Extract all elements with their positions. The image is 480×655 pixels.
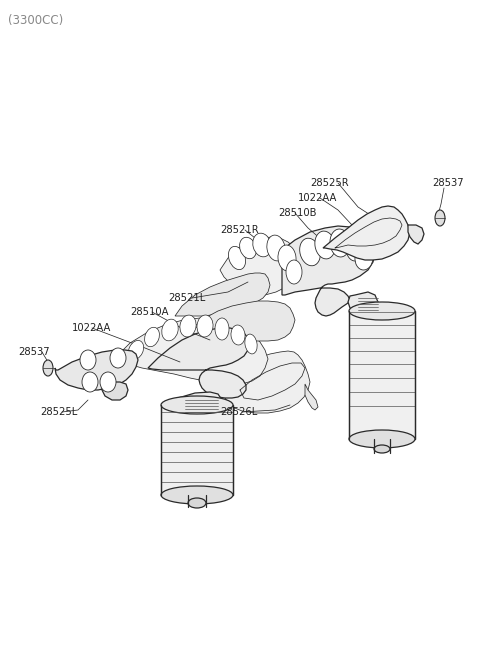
Ellipse shape	[161, 486, 233, 504]
Ellipse shape	[240, 237, 256, 259]
Text: 28537: 28537	[432, 178, 464, 188]
Polygon shape	[305, 384, 318, 410]
Polygon shape	[102, 382, 128, 400]
Text: 1022AA: 1022AA	[72, 323, 111, 333]
Polygon shape	[118, 318, 268, 385]
Ellipse shape	[253, 233, 271, 257]
Ellipse shape	[43, 360, 53, 376]
Text: 28510A: 28510A	[130, 307, 168, 317]
Ellipse shape	[346, 235, 364, 261]
Text: 28537: 28537	[18, 347, 49, 357]
Polygon shape	[178, 392, 222, 410]
Text: 1022AA: 1022AA	[298, 193, 337, 203]
Ellipse shape	[330, 229, 350, 257]
Ellipse shape	[278, 245, 296, 271]
Polygon shape	[220, 237, 302, 295]
Ellipse shape	[349, 430, 415, 448]
Ellipse shape	[349, 302, 415, 320]
Text: 28510B: 28510B	[278, 208, 316, 218]
Polygon shape	[408, 225, 424, 244]
Polygon shape	[282, 226, 375, 316]
Ellipse shape	[374, 445, 390, 453]
Ellipse shape	[215, 318, 229, 340]
Text: 28521R: 28521R	[220, 225, 259, 235]
Text: (3300CC): (3300CC)	[8, 14, 63, 27]
Ellipse shape	[286, 260, 302, 284]
Polygon shape	[175, 273, 270, 316]
Ellipse shape	[180, 315, 196, 337]
Text: 28526L: 28526L	[220, 407, 257, 417]
Text: 28525R: 28525R	[310, 178, 348, 188]
Ellipse shape	[80, 350, 96, 370]
Ellipse shape	[435, 210, 445, 226]
Polygon shape	[222, 351, 310, 413]
Polygon shape	[348, 292, 378, 312]
Polygon shape	[148, 328, 250, 398]
Ellipse shape	[144, 328, 159, 346]
Ellipse shape	[315, 231, 335, 259]
Ellipse shape	[162, 319, 178, 341]
Ellipse shape	[161, 396, 233, 414]
Text: 28521L: 28521L	[168, 293, 205, 303]
Ellipse shape	[267, 235, 285, 261]
Polygon shape	[349, 311, 415, 439]
Ellipse shape	[82, 372, 98, 392]
Ellipse shape	[100, 372, 116, 392]
Polygon shape	[55, 350, 138, 390]
Polygon shape	[323, 206, 410, 260]
Polygon shape	[195, 301, 295, 341]
Text: 28525L: 28525L	[40, 407, 77, 417]
Ellipse shape	[128, 341, 144, 360]
Ellipse shape	[197, 315, 213, 337]
Ellipse shape	[110, 348, 126, 368]
Ellipse shape	[228, 246, 246, 270]
Polygon shape	[161, 405, 233, 495]
Ellipse shape	[188, 498, 206, 508]
Ellipse shape	[300, 238, 320, 266]
Ellipse shape	[231, 325, 245, 345]
Ellipse shape	[355, 246, 373, 270]
Ellipse shape	[245, 334, 257, 354]
